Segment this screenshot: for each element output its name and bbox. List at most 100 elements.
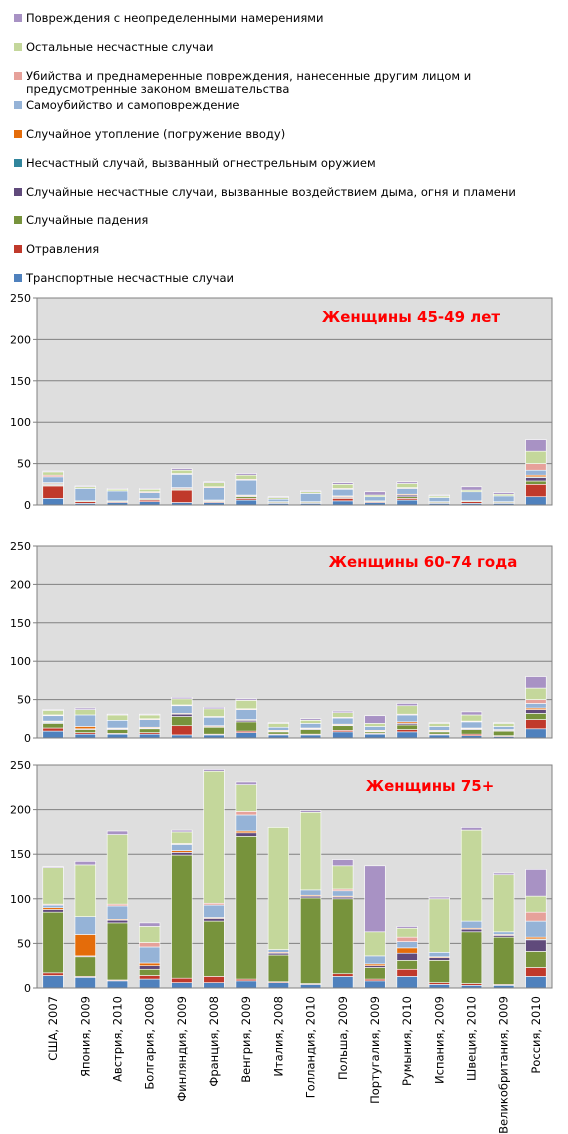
bar-segment — [396, 927, 418, 938]
legend-swatch — [14, 245, 22, 253]
bar-segment — [139, 978, 161, 989]
bar-segment — [74, 714, 96, 727]
bar-segment — [139, 488, 161, 493]
bar-segment — [460, 714, 483, 722]
chart-title: Женщины 75+ — [366, 777, 495, 795]
bar-segment — [332, 498, 354, 502]
bar-segment — [299, 810, 322, 813]
x-tick-label: Голландия, 2010 — [304, 996, 318, 1098]
bar-segment — [332, 712, 354, 718]
bar-segment — [235, 732, 257, 739]
x-tick-label: Швеция, 2010 — [465, 996, 479, 1081]
bar-segment — [106, 490, 129, 502]
bar-segment — [267, 731, 290, 735]
bar-segment — [74, 956, 96, 977]
bar-segment — [267, 949, 290, 953]
bar-segment — [235, 474, 257, 480]
bar-segment — [267, 982, 290, 989]
plot-area — [36, 297, 553, 506]
bar-segment — [396, 960, 418, 970]
bar-segment — [42, 730, 64, 739]
bar-segment — [332, 500, 354, 506]
bar-segment — [139, 492, 161, 499]
bar-segment — [203, 716, 225, 727]
legend-label: Самоубийство и самоповреждение — [26, 98, 240, 112]
bar-segment — [525, 450, 547, 464]
bar-segment — [42, 867, 64, 905]
bar-segment — [74, 488, 96, 502]
legend-swatch — [14, 274, 22, 282]
y-tick-label: 200 — [10, 333, 31, 346]
bar-segment — [42, 471, 64, 476]
bar-segment — [332, 717, 354, 725]
bar-segment — [493, 722, 515, 724]
bar-segment — [42, 972, 64, 976]
bar-segment — [203, 982, 225, 989]
plot-area — [36, 545, 553, 739]
bar-segment — [139, 926, 161, 943]
legend-swatch — [14, 72, 22, 80]
bar-segment — [428, 898, 450, 953]
bar-segment — [106, 488, 129, 490]
bar-segment — [203, 904, 225, 918]
bar-segment — [299, 729, 322, 735]
bar-segment — [203, 481, 225, 483]
bar-segment — [428, 494, 450, 497]
bar-segment — [106, 919, 129, 924]
bar-segment — [525, 951, 547, 968]
bar-segment — [171, 474, 193, 488]
bar-segment — [235, 811, 257, 816]
bar-segment — [364, 865, 386, 933]
bar-segment — [428, 722, 450, 724]
bar-segment — [299, 493, 322, 502]
bar-segment — [396, 926, 418, 929]
x-tick-label: Португалия, 2009 — [368, 996, 382, 1104]
x-tick-label: Италия, 2008 — [271, 996, 285, 1077]
bar-segment — [396, 488, 418, 495]
bar-segment — [364, 955, 386, 965]
y-tick-label: 0 — [24, 499, 31, 512]
bar-segment — [235, 700, 257, 710]
bar-segment — [493, 495, 515, 502]
bar-segment — [364, 733, 386, 739]
bar-segment — [396, 483, 418, 488]
bar-segment — [203, 769, 225, 772]
bar-segment — [525, 709, 547, 714]
bar-segment — [42, 715, 64, 722]
y-tick-label: 250 — [10, 292, 31, 305]
bar-segment — [396, 481, 418, 484]
bar-segment — [299, 811, 322, 891]
bar-segment — [171, 469, 193, 474]
legend-label: Случайные падения — [26, 213, 149, 227]
bar-segment — [139, 968, 161, 976]
bar-segment — [525, 699, 547, 704]
bar-segment — [396, 731, 418, 739]
x-tick-label: США, 2007 — [46, 996, 60, 1061]
bar-segment — [493, 726, 515, 730]
bar-segment — [235, 698, 257, 701]
bar-segment — [396, 952, 418, 961]
bar-segment — [332, 483, 354, 489]
bar-segment — [235, 721, 257, 732]
bar-segment — [396, 703, 418, 707]
legend-label: Повреждения с неопределенными намерениям… — [26, 11, 324, 25]
bar-segment — [525, 911, 547, 922]
bar-segment — [396, 936, 418, 942]
x-tick-label: Франция, 2008 — [207, 996, 221, 1087]
bar-segment — [332, 859, 354, 867]
bar-segment — [396, 705, 418, 715]
bar-segment — [171, 852, 193, 856]
bar-segment — [525, 496, 547, 506]
bar-segment — [460, 920, 483, 929]
x-tick-label: Япония, 2009 — [78, 996, 92, 1077]
bar-segment — [396, 729, 418, 733]
bar-segment — [235, 836, 257, 980]
bar-segment — [299, 490, 322, 493]
legend-label: Транспортные несчастные случаи — [26, 271, 234, 285]
chart-title: Женщины 45-49 лет — [322, 308, 500, 326]
bar-segment — [493, 730, 515, 736]
bar-segment — [396, 968, 418, 977]
bar-segment — [139, 922, 161, 927]
bar-segment — [332, 710, 354, 713]
